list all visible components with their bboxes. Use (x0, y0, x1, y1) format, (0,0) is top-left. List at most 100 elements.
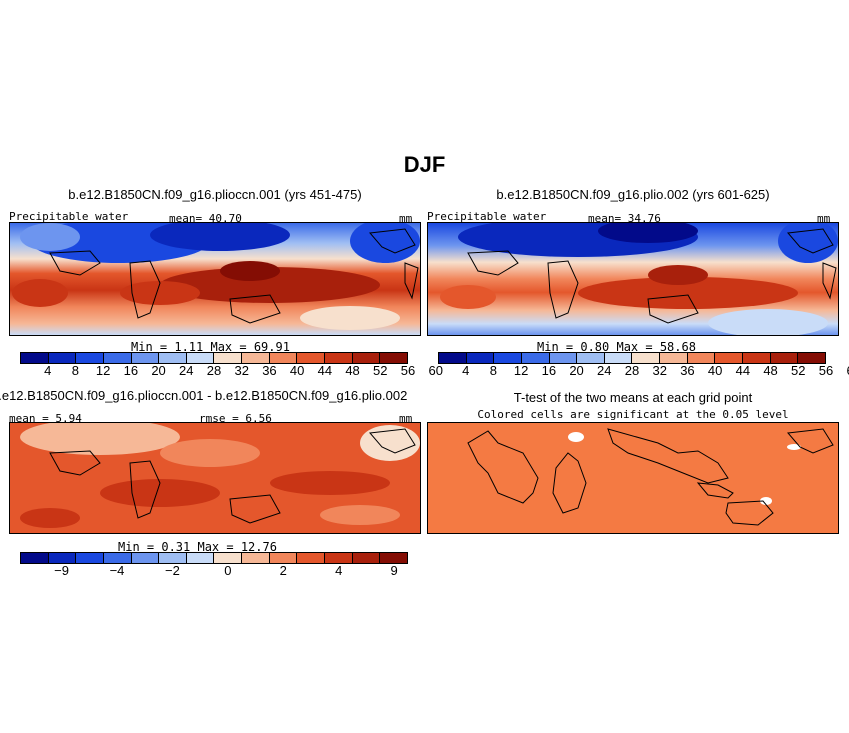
colorbar-swatch (186, 353, 215, 363)
panel-c-mean: mean = 5.94 (9, 412, 82, 425)
colorbar-b (438, 352, 826, 364)
panel-a-units: mm (399, 212, 413, 225)
panel-a-variable: Precipitable water (9, 210, 129, 223)
panel-b-minmax: Min = 0.80 Max = 58.68 (537, 340, 696, 354)
colorbar-tick-label: 0 (224, 563, 232, 578)
colorbar-swatch (380, 553, 407, 563)
colorbar-swatch (48, 353, 77, 363)
diff-map (10, 423, 420, 533)
colorbar-tick-label: 48 (345, 363, 360, 378)
colorbar-swatch (242, 353, 270, 363)
colorbar-tick-label: 40 (707, 363, 723, 378)
colorbar-tick-label: 4 (44, 363, 52, 378)
panel-c-minmax: Min = 0.31 Max = 12.76 (118, 540, 277, 554)
colorbar-swatch (159, 553, 187, 563)
colorbar-tick-label: 52 (791, 363, 806, 378)
colorbar-tick-label: 36 (680, 363, 695, 378)
colorbar-swatch (214, 553, 243, 563)
colorbar-c-ticks: −9 −4 −2 0 2 4 9 (20, 563, 408, 579)
colorbar-swatch (21, 353, 49, 363)
colorbar-tick-label: 4 (335, 563, 343, 578)
colorbar-swatch (632, 353, 661, 363)
colorbar-swatch (131, 353, 160, 363)
colorbar-tick-label: 12 (95, 363, 111, 378)
panel-c-map (9, 422, 421, 534)
panel-a-case-title: b.e12.B1850CN.f09_g16.plioccn.001 (yrs 4… (68, 187, 362, 202)
colorbar-swatch (269, 553, 298, 563)
precip-map-b (428, 223, 838, 335)
colorbar-tick-label: 40 (289, 363, 305, 378)
colorbar-tick-label: −9 (54, 563, 69, 578)
colorbar-swatch (352, 553, 381, 563)
colorbar-swatch (297, 353, 326, 363)
colorbar-tick-label: 32 (234, 363, 249, 378)
colorbar-swatch (297, 553, 326, 563)
colorbar-swatch (103, 553, 132, 563)
colorbar-swatch (76, 353, 104, 363)
panel-a-mean: mean= 40.70 (169, 212, 242, 225)
panel-d-map (427, 422, 839, 534)
colorbar-a-ticks: 4 8 12 16 20 24 28 32 36 40 44 48 52 56 60 (20, 363, 443, 379)
colorbar-tick-label: 32 (652, 363, 667, 378)
colorbar-swatch (21, 553, 49, 563)
panel-c-units: mm (399, 412, 413, 425)
non-significant-cell (568, 432, 584, 442)
colorbar-swatch (242, 553, 270, 563)
colorbar-tick-label: 16 (541, 363, 557, 378)
colorbar-swatch (380, 353, 407, 363)
colorbar-tick-label: 44 (735, 363, 751, 378)
panel-d-subtitle: Colored cells are significant at the 0.0… (477, 408, 789, 421)
colorbar-swatch (577, 353, 605, 363)
colorbar-swatch (770, 353, 799, 363)
panel-d-case-title: T-test of the two means at each grid poi… (513, 390, 753, 405)
colorbar-swatch (439, 353, 467, 363)
colorbar-swatch (604, 353, 633, 363)
colorbar-tick-label: 20 (151, 363, 166, 378)
colorbar-swatch (549, 353, 578, 363)
panel-b-mean: mean= 34.76 (588, 212, 661, 225)
colorbar-tick-label: −2 (165, 563, 180, 578)
colorbar-tick-label: 28 (624, 363, 640, 378)
colorbar-swatch (715, 353, 744, 363)
colorbar-tick-label: 4 (462, 363, 470, 378)
panel-b-variable: Precipitable water (427, 210, 547, 223)
colorbar-tick-label: 16 (123, 363, 139, 378)
panel-c-case-title: b.e12.B1850CN.f09_g16.plioccn.001 - b.e1… (0, 388, 408, 403)
colorbar-swatch (325, 553, 353, 563)
panel-a-map (9, 222, 421, 336)
colorbar-tick-label: 56 (818, 363, 834, 378)
panel-b-map (427, 222, 839, 336)
non-significant-cell (787, 444, 801, 450)
colorbar-tick-label: 60 (846, 363, 849, 378)
colorbar-swatch (660, 353, 688, 363)
colorbar-swatch (103, 353, 132, 363)
colorbar-tick-label: 8 (489, 363, 498, 378)
colorbar-swatch (131, 553, 160, 563)
ttest-map (428, 423, 838, 533)
colorbar-swatch (494, 353, 522, 363)
precip-map-a (10, 223, 420, 335)
colorbar-tick-label: 12 (513, 363, 529, 378)
panel-b-case-title: b.e12.B1850CN.f09_g16.plio.002 (yrs 601-… (496, 187, 770, 202)
figure-title: DJF (403, 152, 446, 177)
colorbar-tick-label: 44 (317, 363, 333, 378)
colorbar-tick-label: 24 (597, 363, 612, 378)
non-significant-cell (760, 497, 772, 505)
colorbar-swatch (214, 353, 243, 363)
colorbar-swatch (269, 353, 298, 363)
colorbar-a (20, 352, 408, 364)
panel-a-minmax: Min = 1.11 Max = 69.91 (131, 340, 290, 354)
colorbar-tick-label: −4 (109, 563, 125, 578)
colorbar-tick-label: 28 (206, 363, 222, 378)
colorbar-swatch (687, 353, 716, 363)
colorbar-swatch (159, 353, 187, 363)
panel-c-rmse: rmse = 6.56 (199, 412, 272, 425)
colorbar-tick-label: 52 (373, 363, 388, 378)
colorbar-swatch (352, 353, 381, 363)
colorbar-tick-label: 8 (71, 363, 80, 378)
colorbar-tick-label: 9 (390, 563, 398, 578)
colorbar-swatch (466, 353, 495, 363)
colorbar-swatch (743, 353, 771, 363)
colorbar-tick-label: 56 (400, 363, 416, 378)
